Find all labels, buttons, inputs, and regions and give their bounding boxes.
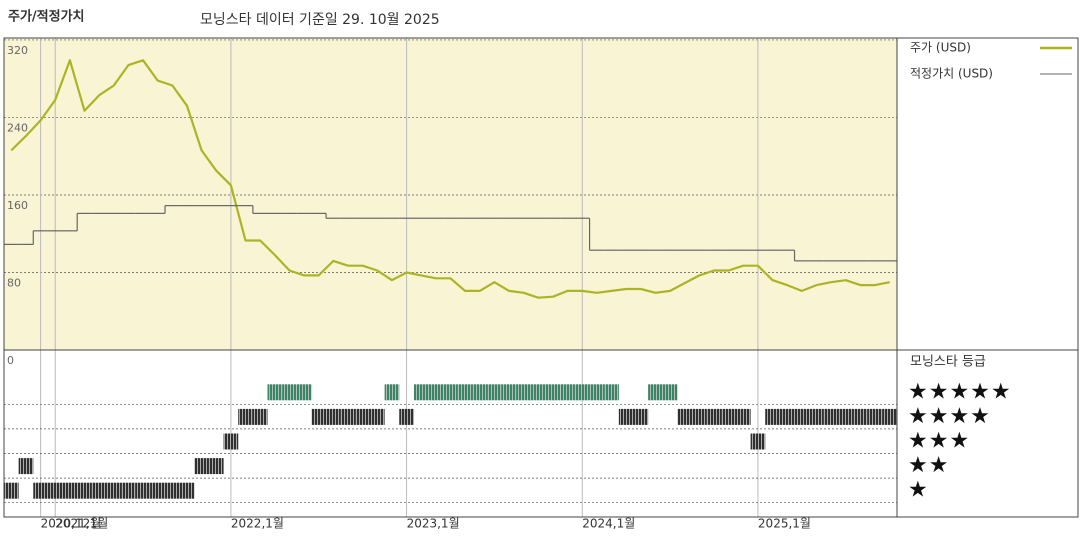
rating-bar xyxy=(692,408,707,425)
rating-bar xyxy=(165,482,180,499)
rating-label: ★★★ xyxy=(908,429,970,454)
rating-bar xyxy=(531,384,546,401)
y-tick-label: 80 xyxy=(7,276,21,289)
rating-bar xyxy=(487,384,502,401)
plot-background xyxy=(4,38,897,350)
x-tick-label: 2020,12월 xyxy=(41,517,102,531)
rating-bar xyxy=(91,482,107,499)
rating-bar xyxy=(369,408,385,425)
rating-bar xyxy=(853,408,868,425)
rating-bar xyxy=(121,482,136,499)
chart-title: 주가/적정가치 xyxy=(8,9,85,25)
rating-bar xyxy=(33,482,48,499)
rating-bar xyxy=(252,408,268,425)
y-tick-label: 240 xyxy=(7,121,28,134)
rating-bar xyxy=(604,384,619,401)
rating-label: ★★★★★ xyxy=(908,379,1012,404)
rating-bar xyxy=(106,482,122,499)
rating-bar xyxy=(282,384,297,401)
rating-bar xyxy=(267,384,283,401)
y-tick-label: 160 xyxy=(7,199,28,212)
rating-bar xyxy=(443,384,458,401)
rating-bar xyxy=(428,384,444,401)
rating-bar xyxy=(662,384,678,401)
y-tick-label: 320 xyxy=(7,44,28,57)
rating-bar xyxy=(296,384,312,401)
rating-bar xyxy=(809,408,824,425)
rating-bar xyxy=(779,408,795,425)
rating-bar xyxy=(633,408,649,425)
rating-bar xyxy=(765,408,780,425)
rating-bar xyxy=(750,433,766,450)
rating-bar xyxy=(794,408,810,425)
price-line xyxy=(10,59,890,299)
rating-bar xyxy=(4,482,19,499)
rating-bar xyxy=(62,482,78,499)
rating-bar xyxy=(618,408,634,425)
rating-bar xyxy=(721,408,736,425)
rating-label: ★ xyxy=(908,478,929,503)
rating-bar xyxy=(838,408,854,425)
rating-bar xyxy=(384,384,400,401)
x-tick-label: 2024,1월 xyxy=(582,517,635,531)
frame xyxy=(3,37,1079,518)
rating-bar xyxy=(223,433,239,450)
rating-bar xyxy=(457,384,473,401)
rating-bar xyxy=(882,408,897,425)
rating-bar xyxy=(589,384,605,401)
rating-bar xyxy=(135,482,151,499)
chart-subtitle: 모닝스타 데이터 기준일 29. 10월 2025 xyxy=(200,12,440,28)
rating-bar xyxy=(413,384,429,401)
rating-bar xyxy=(648,384,663,401)
rating-bar xyxy=(208,458,224,475)
rating-bar xyxy=(311,408,327,425)
rating-bar xyxy=(238,408,253,425)
rating-bar xyxy=(179,482,195,499)
rating-bar xyxy=(560,384,575,401)
rating-bar xyxy=(472,384,488,401)
legend-title: 모닝스타 등급 xyxy=(910,355,986,370)
rating-bar xyxy=(340,408,356,425)
legend-label: 주가 (USD) xyxy=(910,41,971,55)
x-tick-label: 2022,1월 xyxy=(231,517,284,531)
rating-bar xyxy=(194,458,209,475)
rating-bar xyxy=(47,482,63,499)
y-tick-label: 0 xyxy=(7,354,14,367)
rating-bar xyxy=(516,384,532,401)
x-tick-label: 2025,1월 xyxy=(758,517,811,531)
rating-bar xyxy=(677,408,693,425)
rating-bar xyxy=(574,384,590,401)
rating-bar xyxy=(355,408,370,425)
rating-bar xyxy=(706,408,722,425)
rating-bar xyxy=(545,384,561,401)
rating-label: ★★ xyxy=(908,453,949,478)
rating-bar xyxy=(18,458,34,475)
rating-bar xyxy=(735,408,751,425)
rating-bar xyxy=(867,408,883,425)
rating-bar xyxy=(823,408,839,425)
rating-bar xyxy=(501,384,517,401)
legend-label: 적정가치 (USD) xyxy=(910,67,993,81)
rating-bar xyxy=(77,482,92,499)
rating-bar xyxy=(399,408,414,425)
x-tick-label: 2021,1월 xyxy=(55,517,108,531)
rating-label: ★★★★ xyxy=(908,404,991,429)
x-tick-label: 2023,1월 xyxy=(407,517,460,531)
rating-bar xyxy=(150,482,166,499)
rating-bar xyxy=(326,408,341,425)
